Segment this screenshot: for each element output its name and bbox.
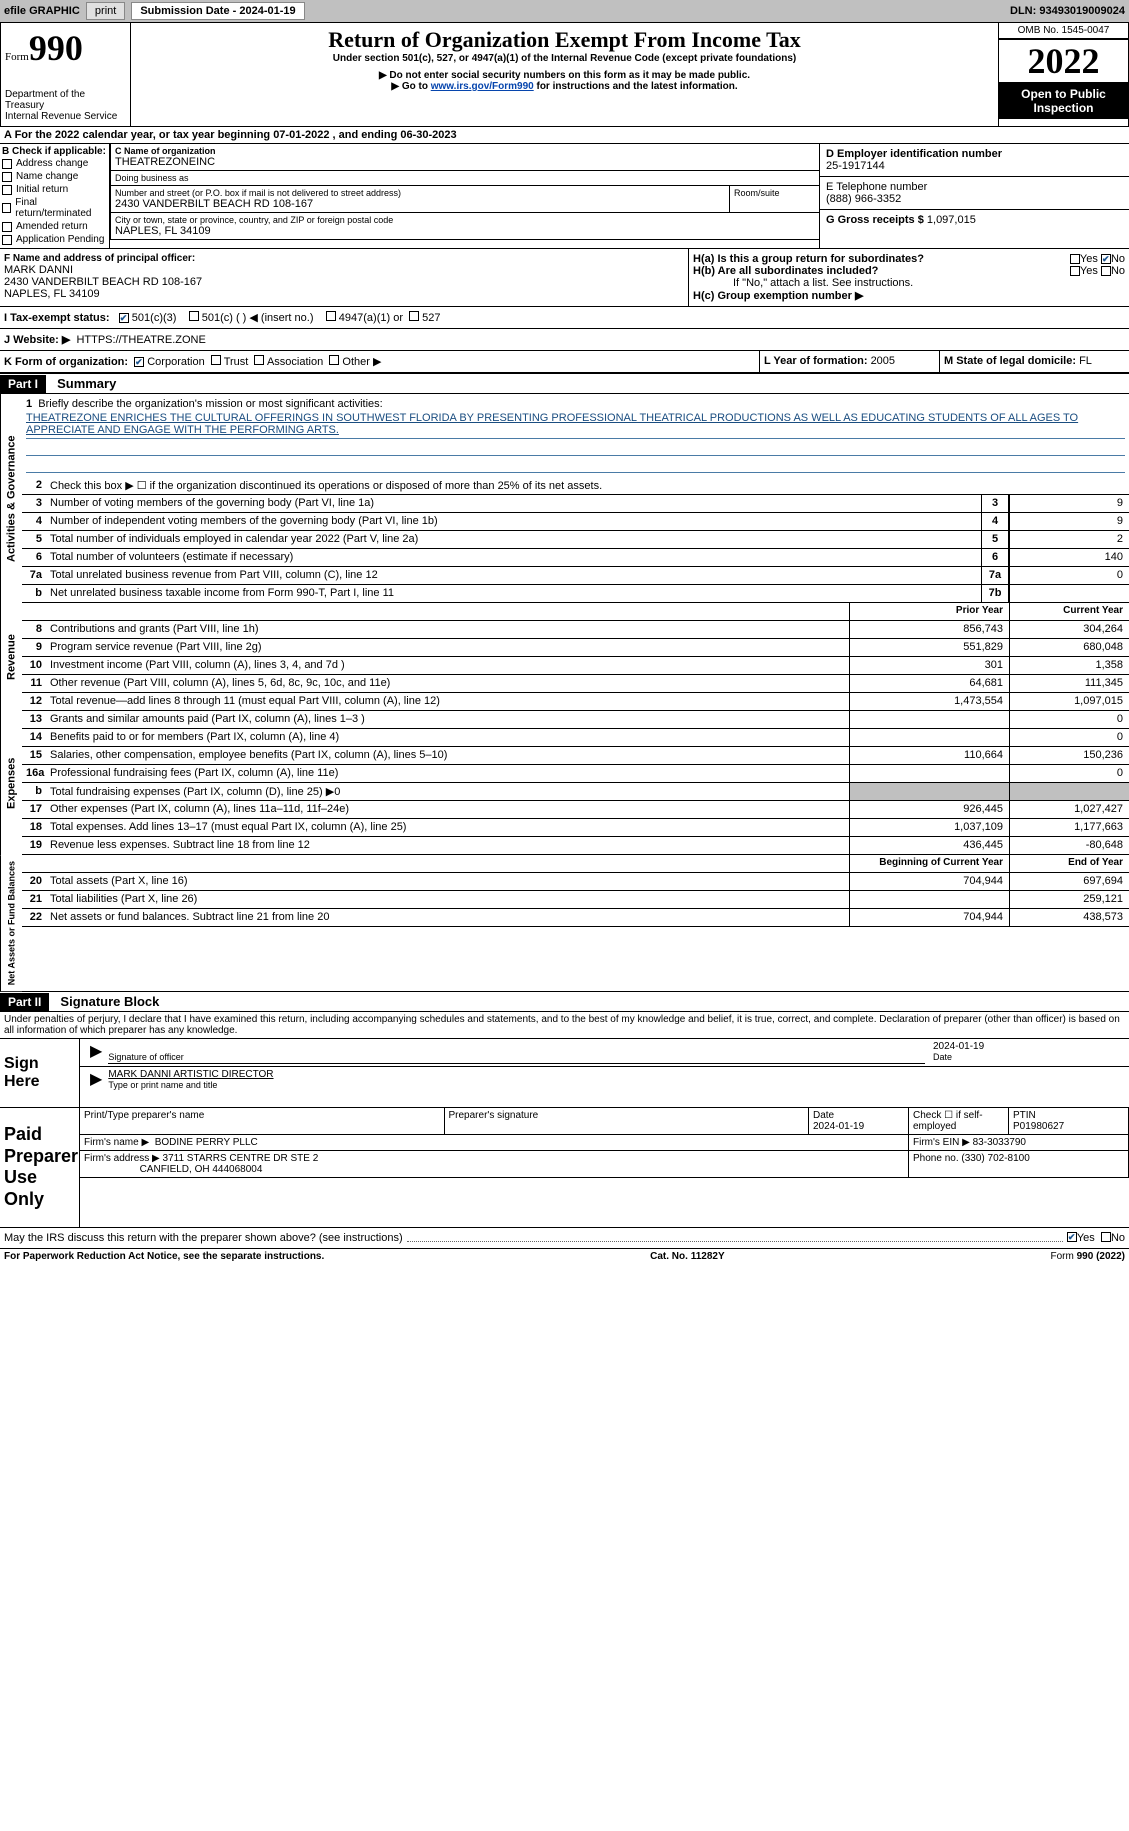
ein: 25-1917144 [826,160,1123,172]
cb-address-change[interactable] [2,159,12,169]
part2-label: Part II [0,993,49,1011]
period-line: A For the 2022 calendar year, or tax yea… [0,127,1129,144]
phone: (888) 966-3352 [826,193,1123,205]
website: HTTPS://THEATRE.ZONE [76,334,205,346]
arrow-icon: ▶ [84,1041,108,1064]
cb-initial-return[interactable] [2,185,12,195]
toolbar: efile GRAPHIC print Submission Date - 20… [0,0,1129,22]
tax-year: 2022 [999,39,1128,83]
revenue: Revenue Prior YearCurrent Year 8Contribu… [0,603,1129,711]
cb-final-return[interactable] [2,203,11,213]
cb-name-change[interactable] [2,172,12,182]
print-button[interactable]: print [86,2,125,20]
cb-amended[interactable] [2,222,12,232]
arrow-icon: ▶ [84,1069,108,1091]
part1-label: Part I [0,375,46,393]
cb-discuss-yes[interactable] [1067,1232,1077,1242]
irs-link[interactable]: www.irs.gov/Form990 [431,81,534,92]
mission: THEATREZONE ENRICHES THE CULTURAL OFFERI… [26,410,1125,439]
dln: DLN: 93493019009024 [1010,5,1125,17]
efile-label: efile GRAPHIC [4,5,80,17]
entity-block: B Check if applicable: Address change Na… [0,144,1129,249]
expenses: Expenses 13Grants and similar amounts pa… [0,711,1129,855]
activities-governance: Activities & Governance 1 Briefly descri… [0,394,1129,603]
cb-corp[interactable] [134,357,144,367]
cb-pending[interactable] [2,235,12,245]
form-title: Return of Organization Exempt From Incom… [135,27,994,53]
submission-date: Submission Date - 2024-01-19 [131,2,304,20]
org-name: THEATREZONEINC [115,156,815,168]
penalties-text: Under penalties of perjury, I declare th… [0,1012,1129,1039]
form-header: Form990 Department of the Treasury Inter… [0,22,1129,127]
net-assets: Net Assets or Fund Balances Beginning of… [0,855,1129,991]
cb-501c3[interactable] [119,313,129,323]
gross-receipts: 1,097,015 [927,214,976,226]
cb-group-no[interactable] [1101,254,1111,264]
